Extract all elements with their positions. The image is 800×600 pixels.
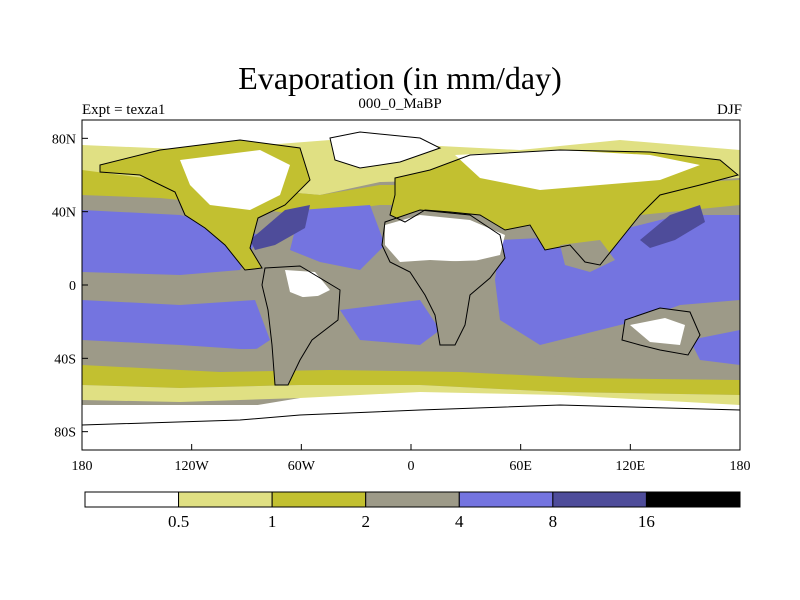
map-fields (82, 120, 740, 450)
map-title: Evaporation (in mm/day) (238, 60, 562, 96)
colorbar-bin (84, 491, 180, 508)
season-label: DJF (716, 102, 742, 118)
colorbar-bin (178, 491, 273, 508)
southern-ocean-band-1 (82, 345, 740, 380)
gulf-stream-hotspot (250, 205, 310, 250)
x-tick-label: 120W (175, 459, 210, 474)
south-america-wet-region (265, 295, 335, 345)
south-pacific-ocean (690, 330, 740, 365)
x-tick-label: 0 (408, 459, 415, 474)
x-tick-label: 60E (509, 459, 532, 474)
green-coastline (329, 131, 442, 169)
colorbar-level-label: 16 (638, 512, 655, 531)
colorbar-level-label: 2 (361, 512, 370, 531)
south-atlantic-ocean (340, 300, 440, 345)
australia-dry-core (630, 318, 685, 345)
north-america-dry-core (180, 150, 290, 210)
x-tick-label: 60W (288, 459, 316, 474)
y-tick-label: 40S (54, 352, 76, 367)
colorbar-bin (645, 491, 741, 508)
y-tick-label: 80N (52, 132, 76, 147)
sahara-arabia-dry-core (385, 215, 505, 262)
north-atlantic-ocean (290, 205, 385, 270)
x-tick-label: 180 (730, 459, 751, 474)
colorbar-bin (365, 491, 460, 508)
period-label: 000_0_MaBP (358, 96, 442, 112)
y-tick-label: 80S (54, 426, 76, 441)
central-africa-wet-region (425, 260, 490, 335)
x-tick-label: 180 (72, 459, 93, 474)
colorbar-level-label: 0.5 (168, 512, 189, 531)
y-tick-label: 40N (52, 206, 76, 221)
southern-ocean-band-2 (82, 365, 740, 395)
colorbar-level-label: 8 (549, 512, 558, 531)
colorbar-bin (458, 491, 554, 508)
greenland (330, 132, 440, 168)
x-tick-label: 120E (616, 459, 646, 474)
colorbar-level-label: 1 (268, 512, 277, 531)
antarctica-dry-core (82, 392, 740, 450)
colorbar-bin (552, 491, 647, 508)
kuroshio-hotspot (640, 205, 705, 248)
na-coastline (99, 139, 311, 271)
asia-dry-core (455, 150, 700, 190)
eu-coastline (389, 149, 740, 266)
sa-coastline (261, 265, 341, 386)
y-tick-label: 0 (69, 279, 76, 294)
colorbar: 0.5 1 2 4 8 16 (84, 491, 741, 531)
af-coastline (381, 209, 506, 346)
experiment-label: Expt = texza1 (82, 102, 166, 118)
colorbar-level-label: 4 (455, 512, 464, 531)
au-coastline (621, 307, 701, 356)
colorbar-bin (271, 491, 367, 508)
south-subtropical-ocean (82, 300, 270, 350)
axis-ticks: 180 120W 60W 0 60E 120E 180 80N 40N 0 40S 80S (52, 132, 751, 474)
